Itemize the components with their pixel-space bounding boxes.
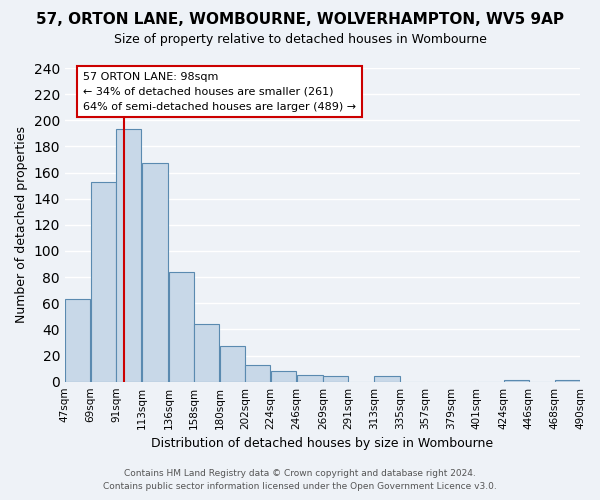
- Bar: [554, 380, 580, 382]
- Y-axis label: Number of detached properties: Number of detached properties: [15, 126, 28, 324]
- Bar: [65, 300, 90, 382]
- Bar: [296, 375, 323, 382]
- Bar: [271, 371, 296, 382]
- Bar: [169, 272, 194, 382]
- X-axis label: Distribution of detached houses by size in Wombourne: Distribution of detached houses by size …: [151, 437, 494, 450]
- Bar: [116, 130, 142, 382]
- Bar: [220, 346, 245, 382]
- Bar: [91, 182, 116, 382]
- Text: Size of property relative to detached houses in Wombourne: Size of property relative to detached ho…: [113, 32, 487, 46]
- Bar: [374, 376, 400, 382]
- Text: Contains HM Land Registry data © Crown copyright and database right 2024.
Contai: Contains HM Land Registry data © Crown c…: [103, 470, 497, 491]
- Bar: [245, 364, 271, 382]
- Bar: [194, 324, 220, 382]
- Text: 57 ORTON LANE: 98sqm
← 34% of detached houses are smaller (261)
64% of semi-deta: 57 ORTON LANE: 98sqm ← 34% of detached h…: [83, 72, 356, 112]
- Bar: [503, 380, 529, 382]
- Text: 57, ORTON LANE, WOMBOURNE, WOLVERHAMPTON, WV5 9AP: 57, ORTON LANE, WOMBOURNE, WOLVERHAMPTON…: [36, 12, 564, 28]
- Bar: [142, 164, 168, 382]
- Bar: [323, 376, 349, 382]
